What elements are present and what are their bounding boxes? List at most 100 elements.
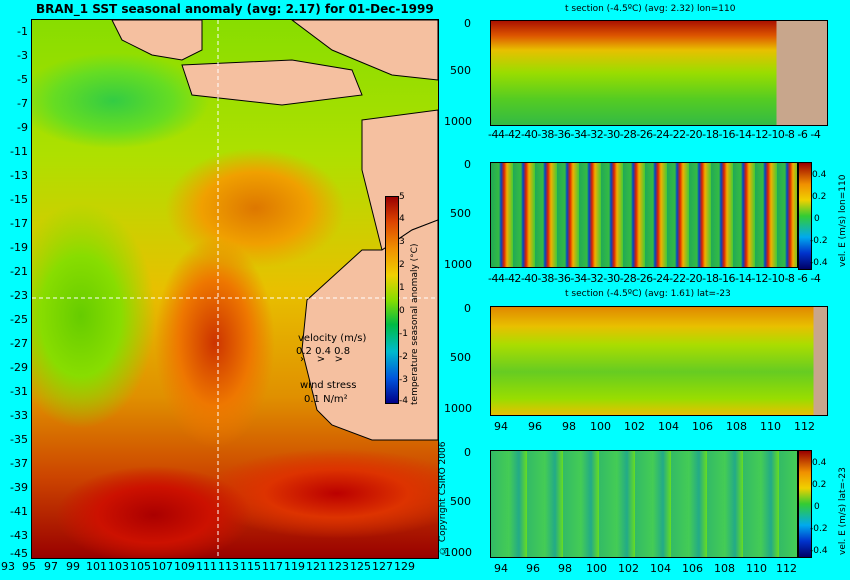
velocity-arrow-icon: › > > [300, 354, 344, 365]
panel-1-x-ticks: -44-42-40-38-36-34-32-30-28-26-24-22-20-… [488, 128, 821, 141]
lat-tick: -39 [10, 481, 28, 494]
lat-tick: -25 [10, 313, 28, 326]
map-title: BRAN_1 SST seasonal anomaly (avg: 2.17) … [36, 2, 434, 16]
panel-4-x-ticks: 94 96 98 100 102 104 106 108 110 112 [494, 562, 797, 575]
colorbar-tick: 4 [399, 214, 405, 224]
section-panel-lat23-vel [490, 450, 798, 558]
colorbar-tick: -3 [399, 375, 408, 385]
lat-tick: -33 [10, 409, 28, 422]
vel-colorbar-1-label: vel. E (m/s) lon=110 [838, 174, 848, 267]
colorbar-tick: -1 [399, 329, 408, 339]
lon-tick: 111 [196, 560, 217, 573]
lat-tick: -27 [10, 337, 28, 350]
panel-3-title: t section (-4.5ºC) (avg: 1.61) lat=-23 [565, 289, 731, 299]
vel-tick: 0.2 [812, 192, 827, 202]
section-panel-lat23-temp [490, 306, 828, 416]
lon-tick: 121 [306, 560, 327, 573]
y-tick: 500 [450, 351, 471, 364]
lat-tick: -11 [10, 145, 28, 158]
vel-tick: -0.2 [810, 236, 828, 246]
lat-tick: -1 [17, 25, 28, 38]
velocity-legend-scale: 0.2 0.4 0.8 [296, 346, 351, 357]
y-tick: 1000 [444, 115, 472, 128]
y-tick: 500 [450, 495, 471, 508]
vel-tick: 0.4 [812, 170, 827, 180]
vel-tick: -0.4 [810, 258, 828, 268]
lon-tick: 119 [284, 560, 305, 573]
lat-tick: -19 [10, 241, 28, 254]
y-tick: 0 [464, 17, 471, 30]
lon-tick: 107 [152, 560, 173, 573]
lat-tick: -3 [17, 49, 28, 62]
sumatra-land [111, 20, 203, 61]
borneo-land [291, 20, 438, 81]
lat-tick: -13 [10, 169, 28, 182]
lon-tick: 117 [262, 560, 283, 573]
vel-tick: -0.2 [810, 524, 828, 534]
vel-tick: 0.4 [812, 458, 827, 468]
y-tick: 0 [464, 446, 471, 459]
lon-tick: 95 [22, 560, 36, 573]
colorbar-tick: -2 [399, 352, 408, 362]
panel-3-x-ticks: 94 96 98 100 102 104 106 108 110 112 [494, 420, 815, 433]
lat-tick: -9 [17, 121, 28, 134]
velocity-legend-label: velocity (m/s) [298, 333, 367, 344]
lon-tick: 109 [174, 560, 195, 573]
y-tick: 0 [464, 158, 471, 171]
y-tick: 500 [450, 64, 471, 77]
landmass-shapes [32, 20, 438, 558]
vel-colorbar-2-label: vel. E (m/s) lat=-23 [838, 467, 848, 555]
lon-tick: 99 [66, 560, 80, 573]
lon-tick: 115 [240, 560, 261, 573]
colorbar-tick: 1 [399, 283, 405, 293]
section-panel-lon110-vel [490, 162, 798, 268]
java-land [181, 59, 363, 106]
lon-tick: 103 [108, 560, 129, 573]
wind-legend-label: wind stress [300, 380, 357, 391]
colorbar-tick: 5 [399, 192, 405, 202]
sst-colorbar-label: temperature seasonal anomaly (°C) [410, 243, 420, 405]
western-australia-land [301, 219, 438, 441]
lat-tick: -31 [10, 385, 28, 398]
y-tick: 500 [450, 207, 471, 220]
lat-tick: -17 [10, 217, 28, 230]
y-tick: 1000 [444, 402, 472, 415]
lat-tick: -45 [10, 547, 28, 560]
vel-tick: -0.4 [810, 546, 828, 556]
lat-tick: -15 [10, 193, 28, 206]
lon-tick: 125 [350, 560, 371, 573]
lon-tick: 113 [218, 560, 239, 573]
y-tick: 0 [464, 302, 471, 315]
lat-tick: -41 [10, 505, 28, 518]
vel-tick: 0 [814, 502, 820, 512]
lat-tick: -5 [17, 73, 28, 86]
lat-axis: -1 -3 -5 -7 -9 -11 -13 -15 -17 -19 -21 -… [0, 19, 30, 560]
colorbar-tick: 3 [399, 237, 405, 247]
vel-tick: 0.2 [812, 480, 827, 490]
sst-colorbar [385, 196, 399, 404]
panel-2-x-ticks: -44-42-40-38-36-34-32-30-28-26-24-22-20-… [488, 272, 821, 285]
lon-tick: 129 [394, 560, 415, 573]
lon-tick: 97 [44, 560, 58, 573]
lon-tick: 127 [372, 560, 393, 573]
wind-legend-scale: 0.1 N/m² [304, 394, 348, 405]
lon-axis: 93 95 97 99 101 103 105 107 109 111 113 … [0, 560, 440, 578]
lon-tick: 105 [130, 560, 151, 573]
lat-tick: -35 [10, 433, 28, 446]
vel-colorbar-1 [798, 162, 812, 270]
lat-tick: -43 [10, 529, 28, 542]
lat-tick: -21 [10, 265, 28, 278]
vel-tick: 0 [814, 214, 820, 224]
lon-tick: 123 [328, 560, 349, 573]
vel-colorbar-2 [798, 450, 812, 558]
lat-tick: -37 [10, 457, 28, 470]
sst-colorbar-ticks: 5 4 3 2 1 0 -1 -2 -3 -4 [399, 192, 419, 406]
y-tick: 1000 [444, 258, 472, 271]
panel-1-title: t section (-4.5ºC) (avg: 2.32) lon=110 [565, 4, 736, 14]
lon-tick: 101 [86, 560, 107, 573]
lat-tick: -7 [17, 97, 28, 110]
colorbar-tick: -4 [399, 396, 408, 406]
colorbar-tick: 2 [399, 260, 405, 270]
lat-tick: -29 [10, 361, 28, 374]
y-tick: 1000 [444, 546, 472, 559]
